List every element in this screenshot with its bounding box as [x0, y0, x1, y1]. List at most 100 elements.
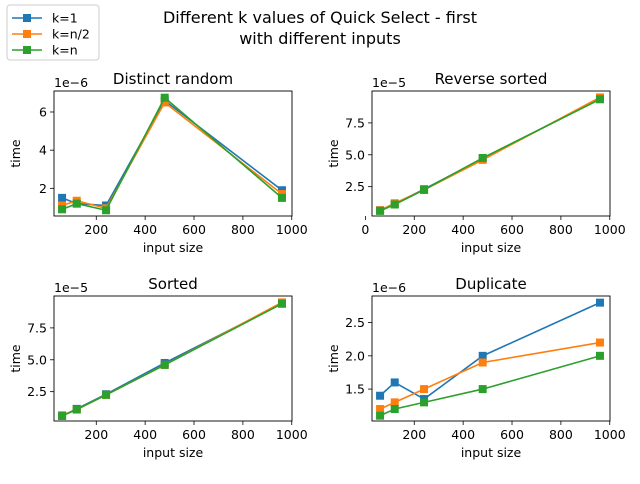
subplot-sorted-xtick-label: 1000 [276, 427, 308, 442]
subplot-duplicate-series-k-n-2-marker [420, 385, 429, 394]
subplot-reverse-sorted-xtick-label: 400 [451, 222, 475, 237]
subplot-distinct-random-title: Distinct random [113, 70, 233, 88]
subplot-duplicate-series-k-1-marker [376, 391, 385, 400]
subplot-reverse-sorted-series-k-n-marker [478, 153, 487, 162]
subplot-duplicate-xtick-label: 1000 [594, 427, 626, 442]
figure-title-line-1: Different k values of Quick Select - fir… [163, 8, 477, 27]
subplot-sorted-xtick-label: 400 [133, 427, 157, 442]
subplot-distinct-random-frame [53, 90, 293, 217]
subplot-distinct-random-series-k-n-marker [277, 193, 286, 202]
subplot-duplicate-series-k-1-marker [390, 378, 399, 387]
subplot-duplicate-xlabel: input size [461, 445, 522, 460]
subplot-sorted-series-k-n-marker [58, 411, 67, 420]
legend-entry-k-1-label: k=1 [52, 11, 78, 26]
subplot-sorted-offset-label: 1e−5 [54, 280, 88, 295]
legend: k=1k=n/2k=n [6, 4, 100, 61]
subplot-duplicate-series-k-n-2-marker [390, 398, 399, 407]
subplot-distinct-random-series-k-n-marker [160, 93, 169, 102]
subplot-distinct-random-series-k-n-marker [72, 199, 81, 208]
legend-entry-k-n-2: k=n/2 [12, 27, 90, 42]
subplot-duplicate-xtick-label: 200 [402, 427, 426, 442]
subplot-distinct-random-offset-label: 1e−6 [54, 75, 88, 90]
subplot-duplicate-ylabel: time [326, 344, 341, 373]
subplot-duplicate-series-k-n-marker [376, 411, 385, 420]
subplot-distinct-random-xtick-label: 800 [231, 222, 255, 237]
subplot-duplicate-xtick-label: 400 [451, 427, 475, 442]
subplot-duplicate-series-k-1-marker [595, 298, 604, 307]
subplot-reverse-sorted-ytick-label: 2.5 [345, 179, 365, 194]
subplot-sorted-series-k-n-marker [277, 299, 286, 308]
subplot-reverse-sorted: Reverse sorted 0 200 400 600 800 1000 2.5 5.0 7.5… [326, 70, 626, 255]
subplot-distinct-random-ytick-label: 6 [39, 104, 47, 119]
subplot-duplicate-series-k-1-marker [478, 351, 487, 360]
subplot-distinct-random-xlabel: input size [143, 240, 204, 255]
subplot-duplicate-series-k-n-2-marker [478, 358, 487, 367]
subplot-reverse-sorted-xtick-label: 600 [500, 222, 524, 237]
legend-entry-k-1-marker [23, 14, 31, 22]
subplot-sorted-xlabel: input size [143, 445, 204, 460]
subplot-duplicate: Duplicate 200 400 600 800 1000 1.5 2.0 2.5 1e−6 in… [326, 275, 626, 460]
legend-entry-k-n-label: k=n [52, 43, 78, 58]
subplot-sorted-frame [53, 295, 293, 422]
subplot-reverse-sorted-xtick-label: 0 [361, 222, 369, 237]
subplot-sorted-series-k-n-marker [72, 405, 81, 414]
subplot-reverse-sorted-ytick-label: 7.5 [345, 115, 365, 130]
subplot-distinct-random-series-k-1-marker [58, 193, 67, 202]
subplot-sorted-xtick-label: 800 [231, 427, 255, 442]
subplot-reverse-sorted-frame [371, 90, 611, 217]
subplot-duplicate-series-k-n-marker [390, 405, 399, 414]
subplot-duplicate-series-k-n-marker [420, 398, 429, 407]
subplot-reverse-sorted-series-k-n-marker [390, 200, 399, 209]
subplot-distinct-random-ytick-label: 4 [39, 143, 47, 158]
subplot-reverse-sorted-ytick-label: 5.0 [345, 147, 365, 162]
subplot-duplicate-offset-label: 1e−6 [372, 280, 406, 295]
subplot-reverse-sorted-xtick-label: 1000 [594, 222, 626, 237]
subplot-sorted-ytick-label: 2.5 [27, 384, 47, 399]
subplot-duplicate-ytick-label: 1.5 [345, 382, 365, 397]
figure-title-line-2: with different inputs [239, 29, 401, 48]
subplot-distinct-random-series-k-n-2-marker [160, 98, 169, 107]
subplot-distinct-random-series-k-n-marker [58, 205, 67, 214]
subplot-duplicate-ytick-label: 2.0 [345, 348, 365, 363]
subplot-reverse-sorted-xtick-label: 800 [549, 222, 573, 237]
legend-entry-k-1: k=1 [12, 11, 78, 26]
subplot-distinct-random-xtick-label: 200 [84, 222, 108, 237]
subplot-reverse-sorted-ylabel: time [326, 139, 341, 168]
subplot-duplicate-series-k-n-2-marker [376, 405, 385, 414]
subplot-distinct-random-xtick-label: 400 [133, 222, 157, 237]
subplot-sorted-ytick-label: 5.0 [27, 352, 47, 367]
subplot-distinct-random-xtick-label: 600 [182, 222, 206, 237]
subplot-reverse-sorted-offset-label: 1e−5 [372, 75, 406, 90]
subplot-reverse-sorted-series-k-n-marker [376, 206, 385, 215]
subplot-sorted-ylabel: time [8, 344, 23, 373]
subplot-distinct-random-ylabel: time [8, 139, 23, 168]
subplot-duplicate-frame [371, 295, 611, 422]
subplot-duplicate-series-k-n-2-marker [595, 338, 604, 347]
subplot-duplicate-ytick-label: 2.5 [345, 315, 365, 330]
subplot-sorted-xtick-label: 600 [182, 427, 206, 442]
subplot-sorted-ytick-label: 7.5 [27, 320, 47, 335]
subplot-distinct-random-xtick-label: 1000 [276, 222, 308, 237]
subplot-distinct-random-series-k-n-marker [102, 206, 111, 215]
subplot-reverse-sorted-series-k-n-marker [420, 185, 429, 194]
subplot-reverse-sorted-xtick-label: 200 [402, 222, 426, 237]
subplot-duplicate-title: Duplicate [455, 275, 526, 293]
legend-entry-k-n-marker [23, 46, 31, 54]
legend-entry-k-n-2-label: k=n/2 [52, 27, 90, 42]
subplot-sorted-series-k-n-marker [160, 360, 169, 369]
subplot-reverse-sorted-title: Reverse sorted [435, 70, 548, 88]
subplot-sorted-title: Sorted [148, 275, 198, 293]
subplot-reverse-sorted-series-k-n-marker [595, 95, 604, 104]
subplot-duplicate-xtick-label: 800 [549, 427, 573, 442]
subplot-distinct-random-ytick-label: 2 [39, 181, 47, 196]
subplot-reverse-sorted-xlabel: input size [461, 240, 522, 255]
subplot-duplicate-series-k-n-marker [478, 385, 487, 394]
legend-entry-k-n-2-marker [23, 30, 31, 38]
subplots: Distinct random 200 400 600 800 1000 2 4 6 1e−6 in… [8, 70, 626, 460]
subplot-duplicate-series-k-n-marker [595, 351, 604, 360]
legend-entry-k-n: k=n [12, 43, 78, 58]
subplot-sorted: Sorted 200 400 600 800 1000 2.5 5.0 7.5 1e−5 input… [8, 275, 308, 460]
subplot-distinct-random: Distinct random 200 400 600 800 1000 2 4 6 1e−6 in… [8, 70, 308, 255]
